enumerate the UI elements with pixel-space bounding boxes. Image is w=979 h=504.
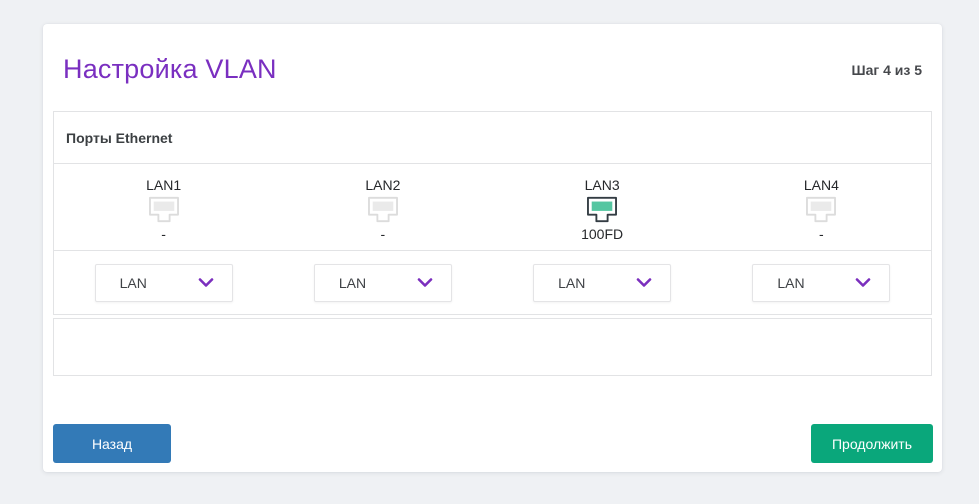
continue-button[interactable]: Продолжить <box>811 424 933 463</box>
port-mode-selects-row: LAN LAN LAN <box>54 251 931 314</box>
port-lan4: LAN4 - <box>712 164 931 250</box>
port-label: LAN2 <box>365 176 401 193</box>
port-lan1: LAN1 - <box>54 164 273 250</box>
section-header-label: Порты Ethernet <box>66 129 173 146</box>
port-label: LAN4 <box>803 176 839 193</box>
select-col-lan2: LAN <box>273 263 492 302</box>
ethernet-ports-panel: Порты Ethernet LAN1 - LAN2 <box>53 111 932 376</box>
vlan-settings-card: Настройка VLAN Шаг 4 из 5 Порты Ethernet… <box>43 24 942 472</box>
port-mode-select-lan4[interactable]: LAN <box>752 263 891 302</box>
chevron-down-icon <box>198 277 214 288</box>
dropdown-value: LAN <box>777 274 805 291</box>
back-button[interactable]: Назад <box>53 424 171 463</box>
port-status: - <box>161 225 166 242</box>
ethernet-port-icon <box>804 195 838 224</box>
port-lan3: LAN3 100FD <box>493 164 712 250</box>
port-mode-select-lan2[interactable]: LAN <box>313 263 452 302</box>
header-row: Настройка VLAN Шаг 4 из 5 <box>43 24 942 85</box>
empty-settings-section <box>53 318 932 376</box>
ethernet-port-icon <box>147 195 181 224</box>
port-label: LAN1 <box>146 176 182 193</box>
port-lan2: LAN2 - <box>273 164 492 250</box>
port-mode-select-lan3[interactable]: LAN <box>533 263 672 302</box>
ports-section: Порты Ethernet LAN1 - LAN2 <box>53 111 932 315</box>
select-col-lan4: LAN <box>712 263 931 302</box>
wizard-step-indicator: Шаг 4 из 5 <box>851 61 923 78</box>
dropdown-value: LAN <box>119 274 147 291</box>
port-status: - <box>380 225 386 242</box>
chevron-down-icon <box>417 277 433 288</box>
chevron-down-icon <box>636 277 652 288</box>
ethernet-port-icon <box>366 195 400 224</box>
ports-status-row: LAN1 - LAN2 <box>54 164 931 251</box>
select-col-lan3: LAN <box>493 263 712 302</box>
port-status: 100FD <box>581 225 624 242</box>
port-status: - <box>819 225 824 242</box>
port-mode-select-lan1[interactable]: LAN <box>94 263 233 302</box>
section-header: Порты Ethernet <box>54 112 931 164</box>
dropdown-value: LAN <box>558 274 586 291</box>
port-label: LAN3 <box>584 176 620 193</box>
wizard-footer: Назад Продолжить <box>53 424 933 463</box>
dropdown-value: LAN <box>338 274 367 291</box>
ethernet-port-icon <box>585 195 619 224</box>
page-title: Настройка VLAN <box>63 54 277 84</box>
select-col-lan1: LAN <box>54 263 273 302</box>
chevron-down-icon <box>855 277 871 288</box>
